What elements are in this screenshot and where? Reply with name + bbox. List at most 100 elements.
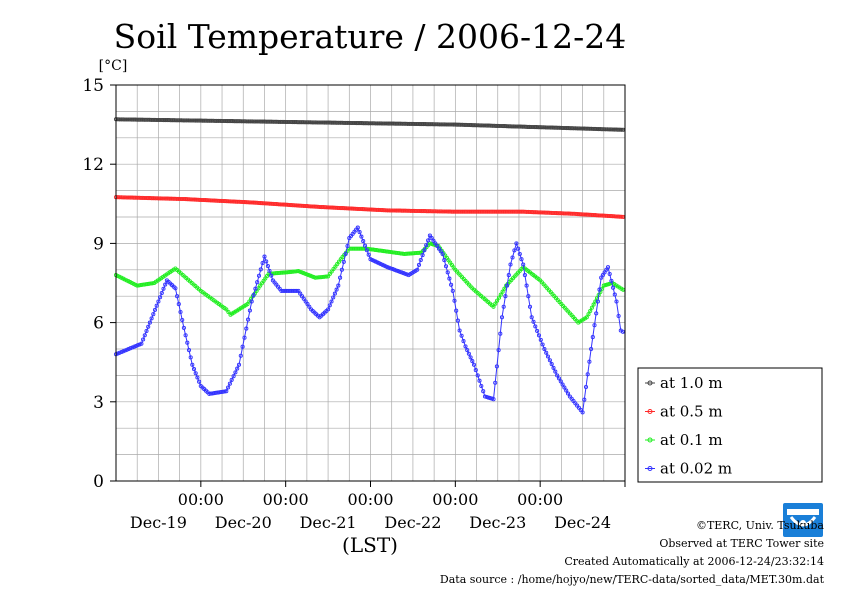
data-point: [522, 273, 527, 278]
data-point: [491, 304, 496, 309]
x-tick-date-label: Dec-19: [130, 513, 187, 532]
data-point: [555, 373, 560, 378]
data-point: [417, 250, 422, 255]
y-tick-label: 6: [93, 314, 104, 334]
data-point: [289, 269, 294, 274]
data-point: [533, 324, 538, 329]
x-tick-date-label: Dec-23: [469, 513, 526, 532]
terc-logo-icon: [783, 503, 823, 537]
x-tick-date-label: Dec-21: [300, 513, 357, 532]
data-point: [242, 335, 247, 340]
data-point: [298, 291, 303, 296]
data-point: [547, 358, 552, 363]
data-point: [607, 271, 612, 277]
legend-swatch-marker: [647, 466, 653, 471]
data-point: [470, 359, 475, 364]
data-point: [258, 267, 263, 272]
data-point: [253, 286, 258, 291]
data-point: [249, 299, 254, 304]
data-point: [240, 344, 245, 349]
data-point: [238, 353, 243, 358]
data-point: [176, 302, 181, 307]
data-point: [612, 292, 617, 297]
data-point: [156, 299, 161, 304]
data-point: [586, 312, 591, 317]
data-point: [366, 252, 371, 257]
data-point: [526, 294, 531, 299]
data-point: [565, 391, 571, 396]
data-point: [141, 337, 146, 342]
footer-copyright: ©TERC, Univ. Tsukuba: [695, 519, 824, 532]
data-point: [324, 274, 329, 279]
data-point: [594, 311, 599, 316]
data-point: [447, 276, 452, 281]
data-point: [265, 264, 270, 269]
data-point: [231, 374, 236, 379]
legend: at 1.0 m at 0.5 m at 0.1 m at 0.02 m: [637, 367, 823, 483]
data-point: [233, 370, 238, 375]
x-tick-time-label: 00:00: [263, 490, 309, 509]
data-point: [150, 281, 155, 286]
data-point: [142, 333, 147, 338]
data-point: [512, 248, 517, 253]
data-point: [422, 248, 427, 253]
data-point: [185, 340, 190, 345]
data-point: [159, 290, 164, 296]
y-ticks: 0 3 6 9 12 15: [82, 76, 116, 492]
data-point: [465, 348, 470, 353]
data-point: [499, 315, 505, 320]
data-point: [495, 298, 500, 303]
legend-swatch-marker: [647, 437, 653, 443]
data-point: [128, 346, 133, 351]
x-tick-time-label: 00:00: [178, 490, 224, 509]
data-point: [468, 355, 473, 360]
data-point: [540, 342, 545, 347]
data-point: [388, 266, 394, 271]
data-point: [466, 351, 471, 356]
data-point: [416, 262, 422, 267]
data-point: [322, 274, 327, 279]
data-point: [224, 307, 229, 312]
data-point: [609, 278, 614, 283]
data-point: [147, 320, 152, 325]
series-group: [113, 117, 626, 415]
data-point: [521, 262, 526, 267]
data-point: [301, 296, 306, 301]
y-tick-label: 3: [93, 393, 104, 413]
data-point: [496, 295, 502, 300]
data-point: [424, 243, 429, 248]
series-2: [113, 241, 626, 325]
x-tick-time-label: 00:00: [517, 490, 563, 509]
data-point: [619, 214, 624, 219]
data-point: [183, 333, 188, 338]
data-point: [262, 254, 267, 259]
series-1: [113, 195, 626, 219]
data-point: [498, 292, 503, 297]
data-point: [454, 308, 459, 313]
data-point: [583, 384, 589, 390]
data-point: [195, 375, 200, 380]
data-point: [442, 258, 447, 263]
data-point: [188, 355, 193, 360]
data-point: [591, 302, 596, 307]
data-point: [224, 389, 229, 394]
data-point: [549, 362, 554, 367]
data-point: [556, 376, 562, 381]
data-point: [463, 344, 468, 349]
data-point: [247, 299, 252, 304]
data-point: [503, 294, 508, 299]
data-point: [481, 389, 486, 394]
data-point: [191, 367, 197, 372]
data-point: [438, 249, 443, 254]
x-tick-date-label: Dec-24: [554, 513, 611, 532]
data-point: [597, 287, 602, 292]
data-point: [595, 299, 600, 304]
data-point: [514, 241, 519, 246]
data-point: [117, 350, 122, 355]
footer-created: Created Automatically at 2006-12-24/23:3…: [564, 555, 824, 568]
data-point: [426, 238, 431, 243]
data-point: [506, 273, 511, 278]
data-point: [260, 260, 265, 266]
data-point: [517, 251, 522, 257]
data-point: [357, 230, 362, 235]
